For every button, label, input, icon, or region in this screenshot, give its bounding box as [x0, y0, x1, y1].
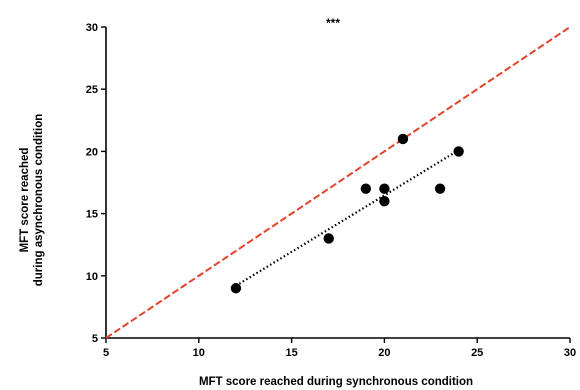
significance-annotation: *** — [326, 16, 340, 30]
data-points — [230, 133, 464, 294]
y-tick-label: 20 — [86, 146, 98, 158]
y-ticks: 5 10 15 20 25 30 — [86, 22, 106, 345]
x-tick-label: 10 — [193, 347, 205, 359]
data-point — [434, 183, 446, 194]
x-tick-label: 5 — [103, 347, 109, 359]
data-point — [379, 183, 390, 194]
y-axis-title: MFT score reached during asynchronous co… — [19, 114, 45, 287]
reference-lines — [105, 26, 571, 339]
x-tick-label: 25 — [471, 347, 483, 359]
y-axis-title-line-1: MFT score reached — [19, 148, 31, 253]
y-tick-label: 25 — [86, 84, 98, 96]
identity-line — [105, 26, 571, 339]
data-point — [379, 195, 390, 207]
y-tick-label: 5 — [92, 333, 98, 345]
data-point — [323, 233, 334, 244]
data-point — [397, 133, 409, 145]
y-tick-label: 30 — [86, 22, 98, 34]
x-tick-label: 30 — [564, 347, 576, 359]
y-tick-label: 15 — [86, 209, 98, 221]
regression-line — [235, 149, 460, 287]
x-tick-label: 20 — [378, 347, 390, 359]
y-tick-label: 10 — [86, 271, 98, 283]
data-point — [360, 183, 372, 194]
data-point — [230, 283, 242, 294]
x-tick-label: 15 — [285, 347, 297, 359]
x-axis-title: MFT score reached during synchronous con… — [199, 376, 473, 388]
x-ticks: 5 10 15 20 25 30 — [103, 338, 576, 359]
axes — [105, 27, 570, 339]
y-axis-title-line-2: during asynchronous condition — [33, 114, 45, 287]
data-point — [453, 146, 464, 157]
